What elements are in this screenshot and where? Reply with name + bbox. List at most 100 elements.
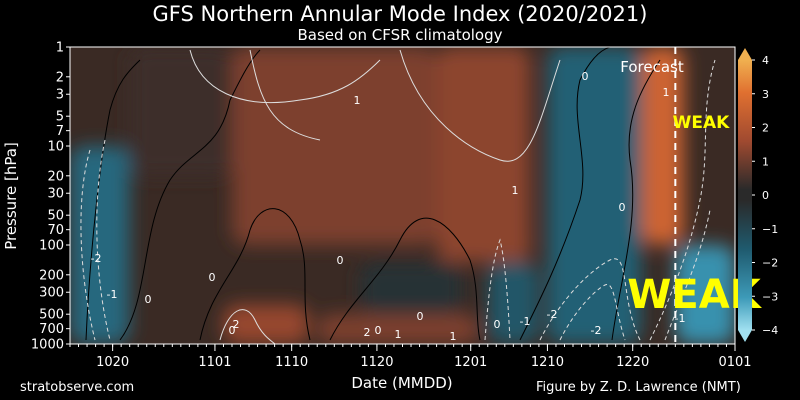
- colorbar-gradient: [738, 60, 752, 330]
- heat-region: [129, 47, 232, 176]
- colorbar: 4 3 2 1 0 −1 −2 −3 −4: [738, 48, 778, 342]
- contour-label: 2: [364, 326, 371, 339]
- contour-line: [539, 258, 641, 341]
- y-tick-label: 1000: [31, 338, 64, 353]
- contour-line: [649, 59, 716, 341]
- heat-region: [547, 47, 642, 344]
- contour-label: 1: [512, 184, 519, 197]
- y-tick-label: 300: [39, 286, 64, 301]
- contour-line: [559, 284, 626, 341]
- contour-label: -1: [107, 288, 118, 301]
- contour-label: 2: [233, 318, 240, 331]
- y-tick-label: 200: [39, 268, 64, 283]
- y-tick-label: 20: [47, 169, 64, 184]
- y-tick-label: 10: [47, 140, 64, 155]
- y-tick-label: 700: [39, 322, 64, 337]
- y-tick-label: 7: [56, 124, 64, 139]
- contour-label: -2: [547, 308, 558, 321]
- forecast-label: Forecast: [620, 58, 684, 76]
- contour-line: [219, 309, 276, 344]
- x-tick-label: 1120: [360, 355, 393, 370]
- contour-label: -2: [591, 324, 602, 337]
- x-tick-label: 1201: [454, 355, 487, 370]
- colorbar-tick-label: −2: [762, 257, 778, 270]
- contour-group: [80, 47, 716, 344]
- colorbar-tick-label: 2: [762, 122, 769, 135]
- contour-line: [519, 47, 611, 341]
- contour-label: 0: [582, 70, 589, 83]
- x-tick-label: 1110: [275, 355, 308, 370]
- y-tick-label: 50: [47, 209, 64, 224]
- contour-line: [484, 238, 511, 341]
- contour-label: 0: [494, 318, 501, 331]
- contour-label: 0: [229, 324, 236, 337]
- colorbar-tick-label: 1: [762, 155, 769, 168]
- x-tick-label: 1210: [531, 355, 564, 370]
- contour-line: [399, 49, 561, 162]
- heat-region: [675, 245, 735, 344]
- contour-line: [611, 59, 661, 341]
- y-axis-label: Pressure [hPa]: [2, 142, 20, 250]
- y-tick-label: 2: [56, 70, 64, 85]
- contour-line: [199, 208, 311, 341]
- colorbar-tick-label: 3: [762, 88, 769, 101]
- contour-label: 0: [417, 310, 424, 323]
- colorbar-tick-label: −4: [762, 324, 778, 337]
- contour-line: [119, 49, 261, 341]
- heat-field-blur: [70, 47, 735, 344]
- y-tick-label: 5: [56, 110, 64, 125]
- heat-region: [359, 262, 463, 315]
- heat-region: [231, 47, 437, 245]
- contour-label: 0: [145, 293, 152, 306]
- heat-region: [223, 304, 309, 344]
- colorbar-tick-label: 4: [762, 54, 769, 67]
- heat-region: [70, 146, 130, 344]
- contour-line: [189, 49, 381, 104]
- colorbar-bottom-extension: [738, 330, 752, 342]
- contour-label: 1: [663, 86, 670, 99]
- y-tick-label: 70: [47, 223, 64, 238]
- colorbar-top-extension: [738, 48, 752, 60]
- footer-credit: Figure by Z. D. Lawrence (NMT): [536, 380, 741, 395]
- contour-label: 0: [337, 254, 344, 267]
- y-tick-label: 30: [47, 187, 64, 202]
- contour-line: [249, 49, 321, 141]
- contour-label: 1: [354, 94, 361, 107]
- heat-field: [70, 47, 735, 344]
- y-tick-label: 500: [39, 308, 64, 323]
- heat-region: [487, 262, 539, 344]
- y-tick-label: 100: [39, 239, 64, 254]
- y-tick-label: 1: [56, 41, 64, 56]
- contour-lines: [80, 47, 716, 344]
- x-tick-label: 1101: [198, 355, 231, 370]
- y-tick-label: 3: [56, 88, 64, 103]
- contour-label: 1: [450, 330, 457, 343]
- contour-label: 0: [209, 271, 216, 284]
- chart-title: GFS Northern Annular Mode Index (2020/20…: [152, 2, 648, 26]
- x-axis-label: Date (MMDD): [351, 374, 452, 392]
- colorbar-tick-label: −1: [762, 223, 778, 236]
- contour-label: -1: [675, 312, 686, 325]
- x-tick-label: 1220: [616, 355, 649, 370]
- weak-annotation: WEAK: [673, 113, 731, 133]
- heat-region: [641, 47, 684, 245]
- contour-line: [96, 139, 111, 341]
- contour-label: 1: [395, 328, 402, 341]
- contour-label: -2: [91, 252, 102, 265]
- colorbar-tick-label: −3: [762, 290, 778, 303]
- x-tick-label: 0101: [718, 355, 751, 370]
- chart-subtitle: Based on CFSR climatology: [297, 26, 503, 44]
- contour-label: 0: [619, 201, 626, 214]
- footer-source: stratobserve.com: [20, 380, 135, 395]
- heat-region: [317, 314, 480, 344]
- contour-label: -1: [520, 315, 531, 328]
- plot-area: [70, 47, 735, 344]
- contour-line: [664, 209, 711, 341]
- contour-line: [80, 149, 96, 341]
- contour-line: [329, 217, 481, 341]
- heat-region: [436, 47, 531, 263]
- colorbar-tick-label: 0: [762, 189, 769, 202]
